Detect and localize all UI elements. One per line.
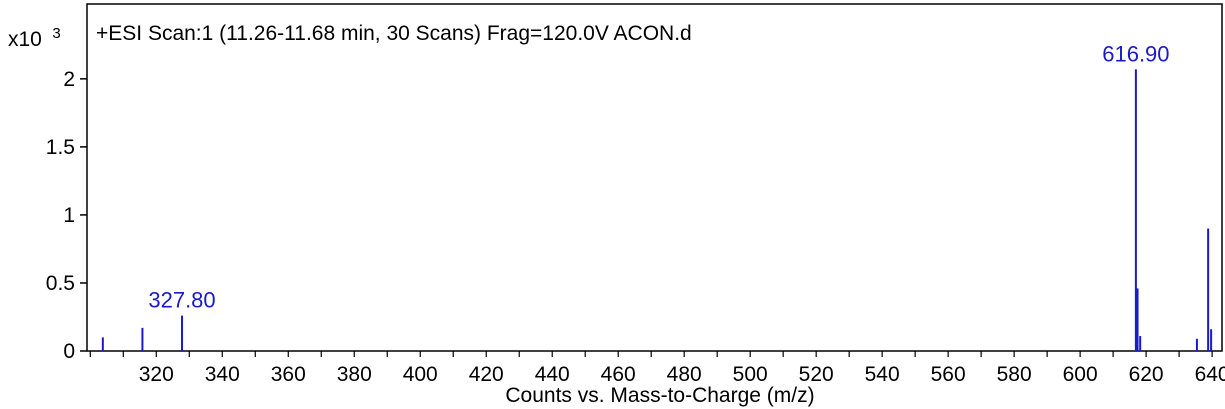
x-tick-label: 360 <box>271 363 306 386</box>
y-scale-exponent: 3 <box>52 25 60 42</box>
y-tick-label: 0.5 <box>46 272 75 295</box>
x-tick-label: 460 <box>601 363 636 386</box>
chart-title: +ESI Scan:1 (11.26-11.68 min, 30 Scans) … <box>96 22 692 45</box>
x-axis: 320 340 360 380 400 420 440 460 480 500 520 540 560 5… <box>89 351 1225 386</box>
peak-label: 327.80 <box>148 288 215 313</box>
y-axis: 0 0.5 1 1.5 2 <box>46 68 87 363</box>
x-tick-label: 500 <box>733 363 768 386</box>
peak-labels: 327.80 616.90 <box>148 41 1169 312</box>
peak-label: 616.90 <box>1102 41 1169 66</box>
x-tick-label: 520 <box>799 363 834 386</box>
x-tick-label: 440 <box>535 363 570 386</box>
x-tick-label: 480 <box>667 363 702 386</box>
plot-frame <box>86 3 1223 352</box>
x-tick-label: 340 <box>205 363 240 386</box>
y-scale-prefix: x10 <box>8 28 42 51</box>
y-tick-label: 1.5 <box>46 136 75 159</box>
x-tick-label: 540 <box>865 363 900 386</box>
x-tick-label: 380 <box>337 363 372 386</box>
x-tick-label: 580 <box>997 363 1032 386</box>
spectrum-peaks <box>101 69 1213 351</box>
x-tick-label: 420 <box>469 363 504 386</box>
x-tick-label: 600 <box>1063 363 1098 386</box>
x-tick-label: 560 <box>931 363 966 386</box>
x-axis-title: Counts vs. Mass-to-Charge (m/z) <box>505 384 814 407</box>
x-tick-label: 640 <box>1195 363 1225 386</box>
y-tick-label: 2 <box>63 68 75 91</box>
x-tick-label: 320 <box>139 363 174 386</box>
x-tick-label: 400 <box>403 363 438 386</box>
y-tick-label: 0 <box>63 340 75 363</box>
x-tick-label: 620 <box>1129 363 1164 386</box>
y-tick-label: 1 <box>63 204 75 227</box>
y-scale-indicator: x10 3 <box>8 25 61 51</box>
